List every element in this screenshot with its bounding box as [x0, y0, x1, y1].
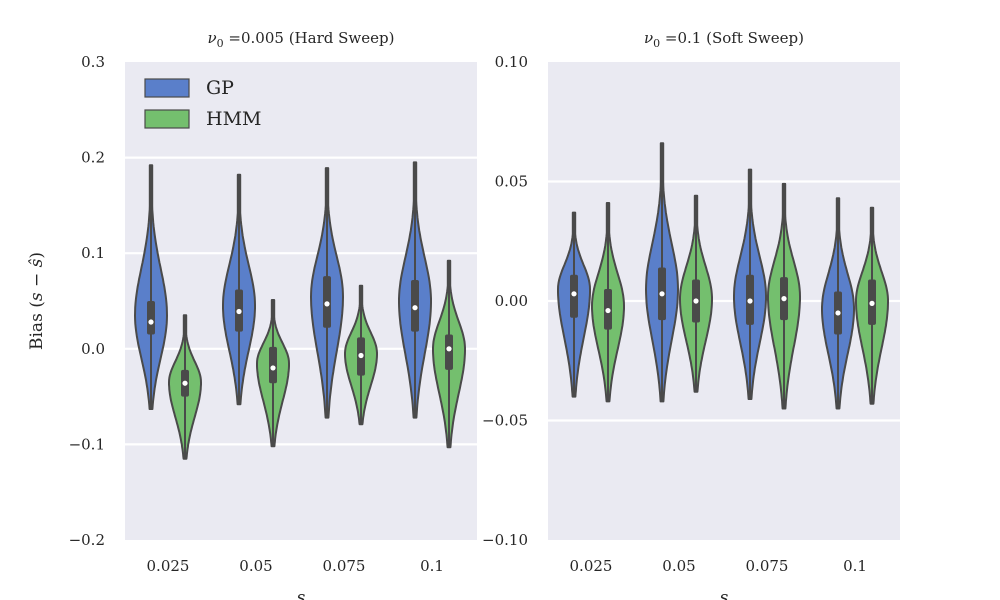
- violin-gp-0.05: [645, 142, 679, 403]
- violin-hmm-0.025: [168, 314, 202, 460]
- x-axis-label: s: [297, 588, 306, 600]
- violin-gp-0.025: [134, 164, 168, 410]
- legend: GP HMM: [144, 77, 261, 130]
- x-tick-label: 0.075: [746, 557, 789, 575]
- y-tick-label: 0.1: [81, 244, 105, 262]
- violin-hmm-0.05: [256, 299, 290, 448]
- violin-median-dot: [693, 298, 699, 304]
- violin-hmm-0.1: [855, 206, 889, 405]
- panel-title: ν0 =0.005 (Hard Sweep): [208, 29, 395, 50]
- violin-hmm-0.1: [432, 259, 466, 449]
- violin-median-dot: [236, 308, 242, 315]
- legend-swatch-hmm: [144, 109, 190, 129]
- violin-median-dot: [747, 298, 753, 304]
- x-axis-label: s: [720, 588, 729, 600]
- violin-median-dot: [148, 319, 154, 325]
- y-tick-label: 0.0: [81, 340, 105, 358]
- x-tick-label: 0.1: [420, 557, 444, 575]
- violin-median-dot: [605, 307, 611, 314]
- violin-median-dot: [659, 291, 665, 297]
- violin-gp-0.1: [398, 161, 432, 419]
- violin-median-dot: [781, 296, 787, 302]
- x-tick-label: 0.05: [239, 557, 272, 575]
- legend-swatch-gp: [144, 78, 190, 98]
- legend-label-hmm: HMM: [206, 108, 261, 130]
- y-tick-label: −0.2: [69, 531, 105, 549]
- violin-median-dot: [270, 365, 276, 371]
- violin-median-dot: [182, 380, 188, 386]
- legend-label-gp: GP: [206, 77, 234, 99]
- violin-hmm-0.075: [767, 182, 801, 410]
- violin-median-dot: [835, 310, 841, 316]
- violin-iqr-box: [445, 334, 453, 370]
- violin-median-dot: [571, 291, 577, 297]
- y-tick-label: 0.3: [81, 53, 105, 71]
- violin-gp-0.075: [733, 168, 767, 400]
- panel-title: ν0 =0.1 (Soft Sweep): [644, 29, 804, 50]
- violin-median-dot: [869, 300, 875, 306]
- violin-median-dot: [324, 301, 330, 307]
- y-tick-label: 0.2: [81, 149, 105, 167]
- x-tick-label: 0.075: [323, 557, 366, 575]
- y-tick-label: 0.05: [495, 173, 528, 191]
- violin-gp-0.05: [222, 173, 256, 406]
- y-tick-label: −0.1: [69, 435, 105, 453]
- violin-median-dot: [412, 305, 418, 311]
- x-tick-label: 0.05: [662, 557, 695, 575]
- y-tick-label: −0.05: [482, 412, 528, 430]
- y-tick-label: 0.00: [495, 292, 528, 310]
- violin-median-dot: [358, 352, 364, 359]
- y-axis-label: Bias (s − ŝ): [27, 252, 47, 350]
- violin-gp-0.075: [310, 167, 344, 419]
- violin-hmm-0.05: [679, 194, 713, 393]
- y-tick-label: 0.10: [495, 53, 528, 71]
- violin-iqr-box: [269, 346, 277, 384]
- violin-gp-0.1: [821, 197, 855, 410]
- x-tick-label: 0.025: [570, 557, 613, 575]
- x-tick-label: 0.025: [147, 557, 190, 575]
- violin-iqr-box: [147, 301, 155, 335]
- violin-hmm-0.025: [591, 202, 625, 403]
- y-tick-label: −0.10: [482, 531, 528, 549]
- violin-hmm-0.075: [344, 284, 378, 426]
- violin-median-dot: [446, 346, 452, 352]
- panel-hard-sweep: −0.2 −0.1 0.0 0.1 0.2 0.3 0.025 0.05 0.075 0.1 s ν0…: [27, 29, 477, 600]
- x-tick-label: 0.1: [843, 557, 867, 575]
- panel-soft-sweep: −0.10 −0.05 0.00 0.05 0.10 0.025 0.05 0.075 0.1 s…: [482, 29, 900, 600]
- violin-gp-0.025: [557, 211, 591, 398]
